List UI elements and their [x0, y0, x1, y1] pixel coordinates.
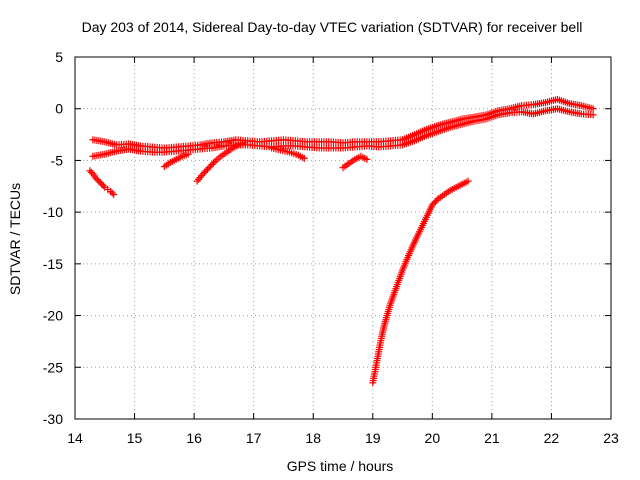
grid	[75, 57, 611, 419]
x-tick-label: 22	[544, 430, 560, 446]
x-axis-title: GPS time / hours	[287, 458, 394, 474]
x-tick-label: 14	[67, 430, 83, 446]
data-point-early-drop	[87, 168, 95, 176]
plot-frame	[74, 56, 612, 420]
y-tick-label: -10	[43, 204, 63, 220]
x-tick-label: 20	[425, 430, 441, 446]
data-point-rising-arc-16b	[208, 161, 216, 169]
data-point-rising-arc-16b	[204, 165, 212, 173]
data-point-early-drop	[98, 180, 106, 188]
x-tick-label: 18	[305, 430, 321, 446]
data-point-early-drop	[99, 182, 107, 190]
data-point-early-drop	[110, 191, 118, 199]
y-tick-label: -5	[51, 152, 64, 168]
data-point-big-rise	[428, 201, 436, 209]
axis-ticks: 14 15 16 17 18 19 20 21 22 23 5 0 -5 -10 -15 -20 -25 -30	[43, 49, 619, 446]
data-point-big-rise	[430, 199, 438, 207]
data-point-rising-arc-16b	[206, 162, 214, 170]
data-point-early-drop	[86, 167, 94, 175]
data-point-rising-arc-16b	[199, 170, 207, 178]
data-point-early-drop	[96, 179, 104, 187]
data-point-rising-arc-16b	[241, 139, 249, 147]
data-point-rising-arc-16b	[202, 167, 210, 175]
data-point-early-drop	[95, 177, 103, 185]
data-point-arc-18-5	[363, 155, 371, 163]
y-tick-label: 0	[55, 101, 63, 117]
x-tick-label: 16	[186, 430, 202, 446]
data-point-early-drop	[92, 174, 100, 182]
data-point-main-band	[589, 105, 597, 113]
y-tick-label: 5	[55, 49, 63, 65]
data-point-main-band-lower	[589, 111, 597, 119]
x-tick-label: 15	[127, 430, 143, 446]
x-tick-label: 19	[365, 430, 381, 446]
data-point-rising-arc-16b	[205, 164, 213, 172]
x-tick-label: 17	[246, 430, 262, 446]
data-point-early-drop	[93, 176, 101, 184]
x-tick-label: 23	[603, 430, 619, 446]
data-point-early-drop	[107, 187, 115, 195]
y-axis-title: SDTVAR / TECUs	[7, 183, 23, 295]
y-tick-label: -25	[43, 359, 63, 375]
data-point-early-drop	[108, 189, 116, 197]
data-point-rising-arc-16b	[209, 159, 217, 167]
data-point-big-rise	[464, 177, 472, 185]
y-tick-label: -20	[43, 308, 63, 324]
data-point-rising-arc-16	[184, 150, 192, 158]
x-tick-label: 21	[484, 430, 500, 446]
chart-title: Day 203 of 2014, Sidereal Day-to-day VTE…	[82, 19, 583, 35]
y-tick-label: -15	[43, 256, 63, 272]
data-point-dip-17-8	[300, 154, 308, 162]
data-point-rising-arc-16b	[201, 168, 209, 176]
plot-area	[86, 95, 597, 387]
data-point-big-rise	[431, 198, 439, 206]
y-tick-label: -30	[43, 411, 63, 427]
